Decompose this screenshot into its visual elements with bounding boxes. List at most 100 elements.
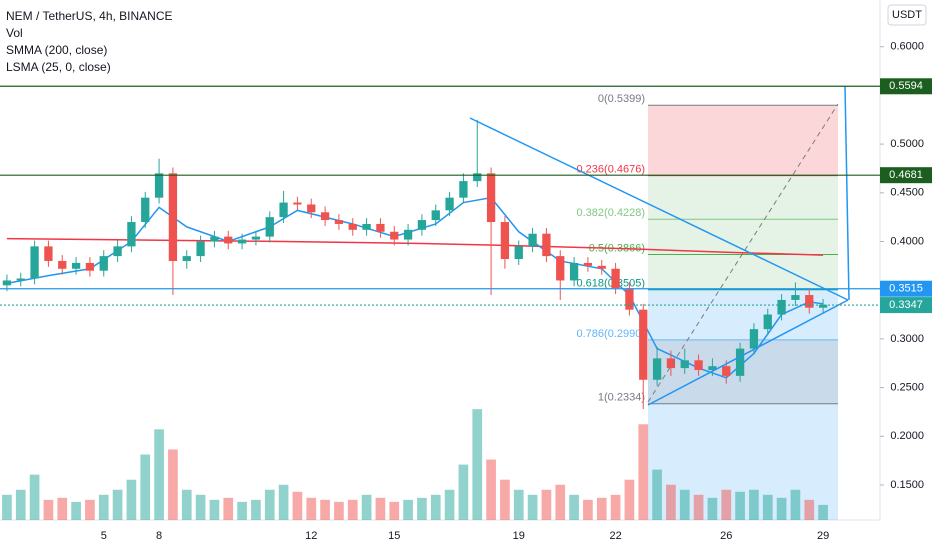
volume-bar xyxy=(403,499,413,520)
candle-body xyxy=(113,246,122,257)
indicator[interactable]: Vol xyxy=(6,26,23,40)
volume-bar xyxy=(181,489,192,520)
candle-body xyxy=(611,268,620,289)
candle-body xyxy=(376,223,385,232)
volume-bar xyxy=(679,489,690,520)
x-tick-label: 12 xyxy=(305,530,317,542)
x-tick-label: 15 xyxy=(388,530,400,542)
volume-bar xyxy=(168,449,178,520)
legend: NEM / TetherUS, 4h, BINANCE Vol SMMA (20… xyxy=(6,8,173,76)
volume-bar xyxy=(278,484,289,520)
volume-bar xyxy=(472,409,483,520)
candle-body xyxy=(307,204,316,213)
candle-body xyxy=(639,309,648,380)
zone xyxy=(648,105,838,176)
fib-label: 1(0.2334) xyxy=(598,392,645,404)
candle-body xyxy=(168,173,178,261)
volume-bar xyxy=(57,497,68,520)
zone xyxy=(648,175,838,290)
candle-body xyxy=(196,241,205,257)
candle-body xyxy=(417,220,427,230)
volume-bar xyxy=(652,469,662,520)
candle-body xyxy=(763,314,772,330)
candle-body xyxy=(58,260,67,269)
symbol-title[interactable]: NEM / TetherUS, 4h, BINANCE xyxy=(6,9,173,23)
x-tick-label: 19 xyxy=(513,530,525,542)
fib-label: 0.786(0.2990) xyxy=(577,328,646,340)
marks xyxy=(2,119,828,520)
price-tag xyxy=(880,78,932,95)
candle-body xyxy=(680,360,689,369)
x-tick-label: 26 xyxy=(720,530,732,542)
candle-body xyxy=(251,236,261,240)
volume-bar xyxy=(237,501,247,520)
currency-box[interactable] xyxy=(887,4,927,26)
candle-body xyxy=(791,295,800,300)
fib-label: 0(0.5399) xyxy=(598,93,645,105)
zone xyxy=(648,289,838,520)
volume-bar xyxy=(610,494,621,520)
volume-bar xyxy=(776,497,787,520)
x-tick-label: 5 xyxy=(101,530,107,542)
candle-body xyxy=(320,212,330,221)
volume-bar xyxy=(292,491,303,520)
volume-bar xyxy=(361,494,372,520)
indicator[interactable]: LSMA (25, 0, close) xyxy=(6,60,111,74)
x-tick-label: 29 xyxy=(817,530,829,542)
candle-body xyxy=(431,210,440,221)
candle-body xyxy=(694,360,703,371)
volume-bar xyxy=(320,499,330,520)
candle-body xyxy=(30,246,39,279)
volume-bar xyxy=(735,491,745,520)
currency-label[interactable]: USDT xyxy=(892,9,922,21)
candle-body xyxy=(265,217,274,237)
candle-body xyxy=(459,181,468,198)
candle-body xyxy=(818,304,828,308)
volume-bar xyxy=(430,494,441,520)
candle-body xyxy=(362,223,371,230)
candle-body xyxy=(652,358,662,380)
volume-bar xyxy=(500,479,510,520)
volume-bar xyxy=(693,494,704,520)
price-tag-label: 0.5594 xyxy=(889,80,923,92)
candle-body xyxy=(44,246,53,261)
candle-body xyxy=(403,229,413,240)
candle-body xyxy=(127,222,136,247)
volume-bar xyxy=(569,494,579,520)
y-tick-label: 0.2000 xyxy=(890,430,924,442)
price-tag xyxy=(880,167,932,184)
candle-body xyxy=(445,197,454,211)
price-tag-label: 0.4681 xyxy=(889,169,923,181)
candle-body xyxy=(666,358,676,369)
candle-body xyxy=(141,197,150,223)
volume-bar xyxy=(762,494,773,520)
volume-bar xyxy=(334,501,344,520)
candle-body xyxy=(597,265,606,269)
volume-bar xyxy=(85,499,95,520)
trend-line xyxy=(469,117,849,301)
candle-body xyxy=(735,348,745,376)
fib-label: 0.382(0.4228) xyxy=(577,207,646,219)
trend-line xyxy=(844,85,850,301)
price-tag-label: 0.3515 xyxy=(889,283,923,295)
candle-body xyxy=(473,173,482,182)
volume-bar xyxy=(596,497,607,520)
indicator[interactable]: SMMA (200, close) xyxy=(6,43,108,57)
dashed-line xyxy=(647,103,839,403)
drawings xyxy=(469,85,850,406)
y-tick-label: 0.4500 xyxy=(890,187,924,199)
volume-bar xyxy=(29,474,40,520)
candle-body xyxy=(85,262,95,271)
y-tick-label: 0.2500 xyxy=(890,381,924,393)
candle-body xyxy=(390,231,399,240)
volume-bar xyxy=(71,501,81,520)
volume-bar xyxy=(264,489,275,520)
price-tag xyxy=(880,280,932,297)
candle-body xyxy=(16,278,25,281)
volume-bar xyxy=(790,489,801,520)
y-tick-label: 0.4000 xyxy=(890,235,924,247)
volume-bar xyxy=(126,479,137,520)
candle-body xyxy=(625,288,634,310)
volume-bar xyxy=(389,501,400,520)
